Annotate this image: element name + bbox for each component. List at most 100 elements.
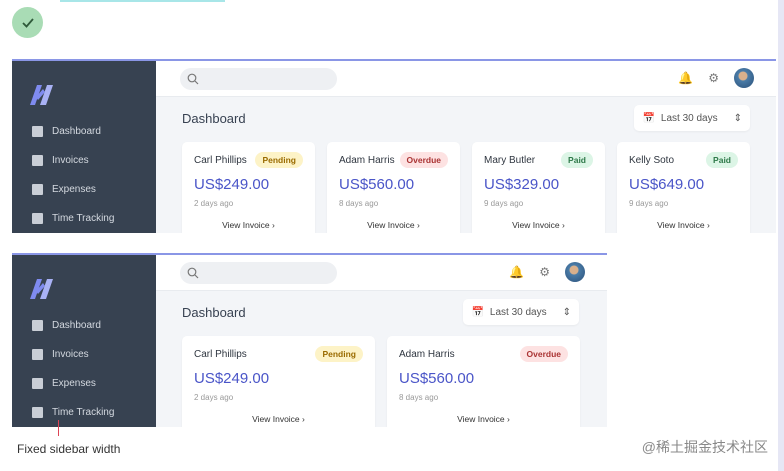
page-title: Dashboard (182, 305, 246, 320)
page-title: Dashboard (182, 111, 246, 126)
invoice-age: 2 days ago (194, 393, 234, 402)
search-icon (187, 267, 199, 279)
sidebar: Dashboard Invoices Expenses Time Tracking (12, 255, 156, 427)
invoice-amount: US$249.00 (194, 370, 270, 387)
sidebar-item-label: Time Tracking (52, 407, 115, 418)
invoice-amount: US$329.00 (484, 176, 560, 193)
date-range-select[interactable]: 📅 Last 30 days ⇕ (634, 105, 750, 131)
view-invoice-label: View Invoice (367, 220, 415, 230)
search-icon (187, 73, 199, 85)
right-decoration (778, 0, 784, 471)
dashboard-icon (32, 320, 43, 331)
date-range-value: Last 30 days (489, 306, 547, 318)
view-invoice-link[interactable]: View Invoice › (617, 220, 750, 230)
sidebar-item-label: Time Tracking (52, 213, 115, 224)
invoice-card: Mary Butler Paid US$329.00 9 days ago Vie… (472, 142, 605, 233)
view-invoice-label: View Invoice (457, 414, 505, 424)
view-invoice-link[interactable]: View Invoice › (472, 220, 605, 230)
invoice-icon (32, 155, 43, 166)
view-invoice-label: View Invoice (512, 220, 560, 230)
invoice-icon (32, 349, 43, 360)
invoice-age: 9 days ago (484, 199, 524, 208)
view-invoice-link[interactable]: View Invoice › (182, 220, 315, 230)
sidebar: Dashboard Invoices Expenses Time Tracking (12, 61, 156, 233)
status-badge: Overdue (519, 346, 568, 362)
invoice-age: 8 days ago (399, 393, 439, 402)
avatar[interactable] (565, 262, 585, 282)
invoice-age: 2 days ago (194, 199, 234, 208)
sidebar-item-invoices[interactable]: Invoices (32, 349, 89, 360)
chevron-right-icon: › (417, 220, 420, 230)
invoice-age: 8 days ago (339, 199, 379, 208)
view-invoice-label: View Invoice (222, 220, 270, 230)
status-badge: Overdue (399, 152, 448, 168)
view-invoice-label: View Invoice (252, 414, 300, 424)
sidebar-item-invoices[interactable]: Invoices (32, 155, 89, 166)
invoice-age: 9 days ago (629, 199, 669, 208)
sidebar-item-expenses[interactable]: Expenses (32, 184, 96, 195)
sidebar-item-dashboard[interactable]: Dashboard (32, 126, 101, 137)
chevron-right-icon: › (302, 414, 305, 424)
sidebar-item-label: Invoices (52, 155, 89, 166)
bell-icon[interactable]: 🔔 (678, 71, 694, 85)
annotation-arrow (58, 420, 59, 436)
date-range-select[interactable]: 📅 Last 30 days ⇕ (463, 299, 579, 325)
chevron-updown-icon: ⇕ (562, 306, 571, 318)
top-decoration (60, 0, 225, 2)
date-range-value: Last 30 days (660, 112, 718, 124)
expenses-icon (32, 378, 43, 389)
chevron-right-icon: › (507, 414, 510, 424)
sidebar-item-label: Expenses (52, 378, 96, 389)
hourglass-icon (32, 407, 43, 418)
gear-icon[interactable]: ⚙ (539, 265, 550, 279)
invoice-amount: US$560.00 (399, 370, 475, 387)
invoice-amount: US$249.00 (194, 176, 270, 193)
chevron-right-icon: › (272, 220, 275, 230)
invoice-card: Kelly Soto Paid US$649.00 9 days ago View… (617, 142, 750, 233)
gear-icon[interactable]: ⚙ (708, 71, 719, 85)
avatar[interactable] (734, 68, 754, 88)
status-badge: Pending (315, 346, 363, 362)
invoice-card: Carl Phillips Pending US$249.00 2 days ag… (182, 336, 375, 427)
check-icon (12, 7, 43, 38)
invoice-amount: US$560.00 (339, 176, 415, 193)
sidebar-item-expenses[interactable]: Expenses (32, 378, 96, 389)
sidebar-item-label: Expenses (52, 184, 96, 195)
hourglass-icon (32, 213, 43, 224)
view-invoice-link[interactable]: View Invoice › (182, 414, 375, 424)
chevron-right-icon: › (562, 220, 565, 230)
bell-icon[interactable]: 🔔 (509, 265, 525, 279)
invoice-amount: US$649.00 (629, 176, 705, 193)
top-header: 🔔 ⚙ (156, 255, 607, 291)
caption: Fixed sidebar width (17, 442, 121, 456)
status-badge: Paid (706, 152, 738, 168)
status-badge: Paid (561, 152, 593, 168)
dashboard-mockup-2: Dashboard Invoices Expenses Time Tracking 🔔… (12, 253, 607, 427)
calendar-icon: 📅 (642, 112, 655, 124)
view-invoice-label: View Invoice (657, 220, 705, 230)
expenses-icon (32, 184, 43, 195)
sidebar-item-time-tracking[interactable]: Time Tracking (32, 213, 114, 224)
sidebar-item-dashboard[interactable]: Dashboard (32, 320, 101, 331)
calendar-icon: 📅 (471, 306, 484, 318)
top-header: 🔔 ⚙ (156, 61, 776, 97)
customer-name: Adam Harris (339, 154, 395, 166)
customer-name: Carl Phillips (194, 348, 247, 360)
view-invoice-link[interactable]: View Invoice › (327, 220, 460, 230)
sidebar-item-label: Dashboard (52, 126, 101, 137)
search-input[interactable] (180, 262, 337, 284)
invoice-card: Carl Phillips Pending US$249.00 2 days ag… (182, 142, 315, 233)
customer-name: Mary Butler (484, 154, 536, 166)
status-badge: Pending (255, 152, 303, 168)
logo (30, 83, 56, 110)
sidebar-item-time-tracking[interactable]: Time Tracking (32, 407, 114, 418)
dashboard-mockup-1: Dashboard Invoices Expenses Time Tracking 🔔… (12, 59, 776, 233)
customer-name: Kelly Soto (629, 154, 675, 166)
view-invoice-link[interactable]: View Invoice › (387, 414, 580, 424)
sidebar-item-label: Invoices (52, 349, 89, 360)
chevron-updown-icon: ⇕ (733, 112, 742, 124)
customer-name: Adam Harris (399, 348, 455, 360)
dashboard-icon (32, 126, 43, 137)
watermark: @稀土掘金技术社区 (641, 439, 768, 455)
search-input[interactable] (180, 68, 337, 90)
